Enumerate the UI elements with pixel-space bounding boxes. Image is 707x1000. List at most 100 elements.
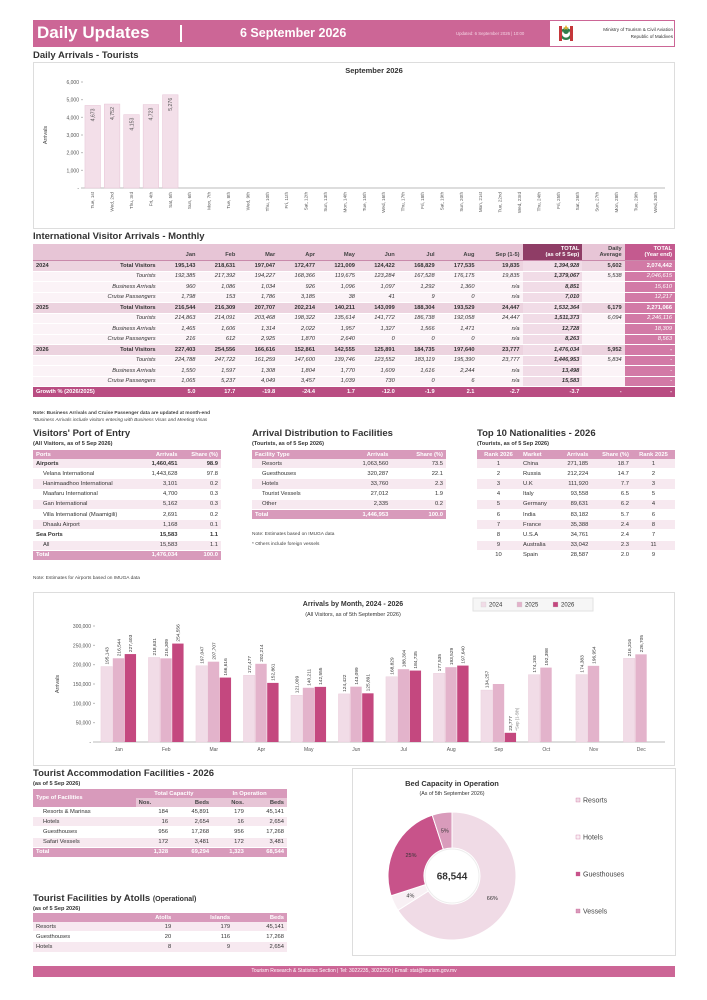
x-tick-label: Tue, 1st (90, 191, 95, 208)
footer-text: Tourism Research & Statistics Section | … (251, 968, 457, 974)
table-cell: 14.7 (591, 468, 632, 480)
table-cell: 16 (212, 816, 247, 828)
country-name: Republic of Maldives (630, 34, 673, 39)
table-cell: 19,835 (477, 271, 523, 282)
table-cell: 0 (437, 292, 478, 303)
y-axis-label: Arrivals (55, 675, 61, 694)
table-cell: 1,471 (437, 323, 478, 335)
x-tick-label: Jan (115, 747, 123, 753)
x-tick-label: Jul (401, 747, 407, 753)
column-header: Islands (174, 913, 234, 922)
table-cell: 125,891 (357, 344, 398, 356)
y-tick-label: 2,000 (66, 151, 79, 157)
table-cell: 216,544 (158, 302, 199, 314)
table-cell: 161,259 (238, 355, 279, 366)
table-cell: 2 (477, 468, 521, 480)
table-cell: n/a (477, 323, 523, 335)
table-cell: 195,390 (437, 355, 478, 366)
x-tick-label: Fri, 25th (556, 192, 561, 209)
title-note: (Operational) (152, 896, 197, 903)
column-header: Mar (238, 244, 279, 261)
year-cell (33, 281, 61, 293)
column-header: Beds (233, 913, 287, 922)
table-cell: 0.3 (180, 499, 221, 510)
year-cell: 2025 (33, 302, 61, 314)
table-cell: 2 (631, 468, 675, 480)
table-cell: France (520, 519, 558, 531)
table-row: Resorts 19 179 45,141 (33, 922, 287, 933)
table-cell: 192,058 (437, 313, 478, 324)
table-row: 2 Russia 212,224 14.7 2 (477, 468, 675, 480)
table-cell: 5.7 (591, 509, 632, 521)
table-cell: 168,366 (278, 271, 319, 282)
year-cell (33, 376, 61, 387)
table-cell: 2,271,066 (624, 302, 675, 314)
table-cell: 33,042 (557, 540, 592, 551)
header-row: Nos. Beds Nos. Beds (33, 798, 287, 807)
table-cell: 214,863 (158, 313, 199, 324)
table-row: Gan International 5,162 0.3 (33, 499, 221, 510)
table-cell: 28,587 (557, 550, 592, 561)
table-cell: 1.7 (318, 386, 358, 398)
table-row: Guesthouses 20 116 17,268 (33, 931, 287, 943)
table-cell: 0.3 (180, 489, 221, 500)
bar (142, 104, 159, 189)
donut-slice (431, 811, 453, 851)
data-label: 216,544 (116, 639, 122, 657)
bar (528, 674, 541, 743)
table-cell: 5 (631, 489, 675, 500)
table-cell: 5,162 (141, 499, 181, 510)
table-row: 4 Italy 93,558 6.5 5 (477, 489, 675, 500)
table-cell: 9 (631, 550, 675, 561)
table-cell: 2.4 (591, 519, 632, 531)
table-cell: 247,722 (198, 355, 239, 366)
table-cell: 1,323 (212, 847, 247, 858)
table-cell: 2.0 (591, 550, 632, 561)
table-cell: 956 (212, 826, 247, 838)
table-row: Tourists 214,863 214,091 203,468 198,322 135,… (33, 313, 675, 324)
table-cell: 17,268 (233, 931, 287, 943)
row-label: Business Arrivals (60, 281, 159, 293)
column-header: Jul (397, 244, 438, 261)
x-tick-label: Sat, 19th (439, 192, 444, 211)
table-cell (582, 376, 625, 387)
y-tick-label: - (77, 186, 79, 192)
bar (84, 105, 101, 189)
table-cell: Resorts (33, 922, 125, 933)
table-row: Guesthouses 956 17,268 956 17,268 (33, 826, 287, 838)
data-label: 166,616 (223, 658, 229, 676)
facilities-table-wrap: Facility Type Arrivals Share (%) Resorts 1,0… (252, 450, 446, 521)
atolls-table-wrap: Atolls Islands Beds Resorts 19 179 45,141 Guest… (33, 913, 287, 953)
table-cell: 1,460,451 (141, 459, 181, 470)
table-row: Business Arrivals 960 1,086 1,034 926 1,096 1,… (33, 281, 675, 293)
data-label: 140,211 (306, 668, 312, 685)
table-cell: 197,047 (238, 260, 279, 272)
data-label: 4,673 (91, 108, 97, 121)
table-cell: 1.1 (180, 529, 221, 541)
table-cell: 1,465 (158, 323, 199, 335)
table-cell: Gan International (33, 499, 142, 510)
data-label: 23,777 (508, 716, 514, 731)
table-cell (582, 323, 625, 335)
bar (623, 658, 636, 743)
table-row: Tourist Vessels 27,012 1.9 (252, 489, 446, 500)
bar (385, 676, 398, 743)
header-row: Facility Type Arrivals Share (%) (252, 450, 446, 459)
legend-swatch (552, 601, 559, 608)
table-cell: 5,237 (198, 376, 239, 387)
table-cell: 926 (278, 281, 319, 293)
column-header: Jan (158, 244, 199, 261)
table-cell: 5,952 (582, 344, 625, 356)
table-cell: 4,700 (141, 489, 181, 500)
table-cell: Sea Ports (33, 529, 142, 541)
table-row: 2026 Total Visitors 227,403 254,556 166,616 1… (33, 344, 675, 356)
table-cell: Hotels (33, 816, 136, 828)
bar (123, 114, 140, 189)
column-header: Type of Facilities (33, 789, 136, 807)
legend-swatch (480, 601, 487, 608)
bar (124, 654, 137, 742)
table-cell: 207,707 (238, 302, 279, 314)
year-cell (33, 292, 61, 303)
table-cell: 20 (124, 931, 175, 943)
